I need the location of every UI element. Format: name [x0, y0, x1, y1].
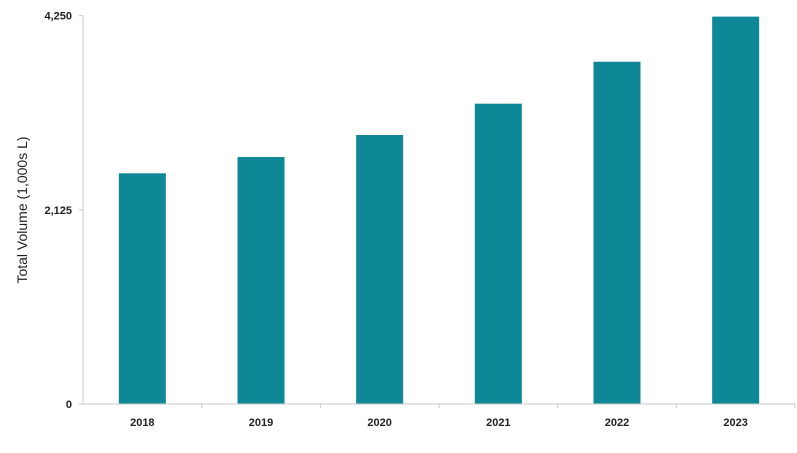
y-tick-label: 2,125 — [44, 205, 72, 217]
y-axis-label: Total Volume (1,000s L) — [14, 136, 30, 283]
bar-2019 — [237, 157, 285, 404]
bar-2021 — [474, 103, 522, 405]
bar-2020 — [356, 135, 404, 404]
bar-2023 — [712, 16, 760, 404]
x-tick-label: 2018 — [130, 417, 154, 429]
bar-2018 — [118, 173, 166, 404]
x-tick-label: 2020 — [367, 417, 391, 429]
y-tick-label: 0 — [66, 399, 72, 411]
x-tick-label: 2022 — [605, 417, 629, 429]
x-tick-label: 2019 — [249, 417, 273, 429]
x-tick-label: 2023 — [723, 417, 747, 429]
x-tick-label: 2021 — [486, 417, 510, 429]
bar-2022 — [593, 61, 641, 405]
y-tick-label: 4,250 — [44, 11, 72, 23]
